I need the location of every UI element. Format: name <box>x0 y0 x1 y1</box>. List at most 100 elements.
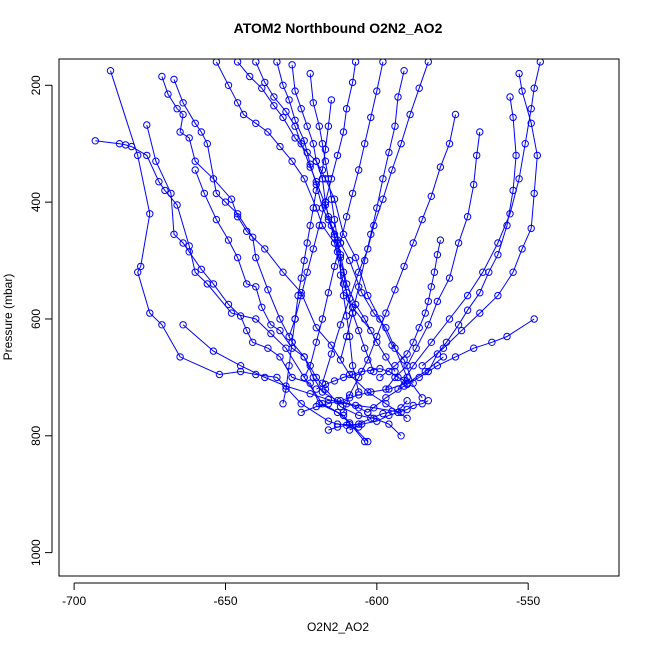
series-line <box>309 73 360 393</box>
data-point <box>288 61 296 69</box>
series-line <box>303 61 384 378</box>
data-point <box>249 338 257 346</box>
y-tick-label: 800 <box>29 425 43 445</box>
data-point <box>288 157 296 165</box>
series-15 <box>300 59 387 382</box>
data-point <box>285 96 293 104</box>
data-point <box>515 69 523 78</box>
data-point <box>227 195 236 203</box>
data-point <box>291 134 299 142</box>
data-point <box>403 380 411 389</box>
data-point <box>536 59 544 66</box>
data-point <box>463 291 472 300</box>
data-point <box>258 303 266 311</box>
data-point <box>176 353 184 361</box>
data-point <box>209 280 218 288</box>
data-point <box>300 175 308 183</box>
data-point <box>270 93 278 101</box>
data-point <box>373 87 381 95</box>
data-point <box>451 353 460 361</box>
data-point <box>282 107 290 116</box>
x-tick-label: -600 <box>365 594 389 608</box>
data-point <box>403 350 411 358</box>
data-point <box>430 268 439 276</box>
series-14 <box>285 59 360 341</box>
data-point <box>494 291 502 300</box>
data-point <box>397 404 405 412</box>
data-point <box>291 315 299 323</box>
data-point <box>418 362 426 370</box>
series-13 <box>279 96 336 408</box>
data-point <box>391 362 399 370</box>
data-point <box>342 421 351 429</box>
series-3 <box>143 121 372 446</box>
data-point <box>463 213 472 221</box>
data-point <box>236 367 245 376</box>
data-point <box>348 370 357 379</box>
data-point <box>345 394 354 402</box>
data-point <box>470 344 478 352</box>
data-point <box>397 140 405 148</box>
data-point <box>179 321 187 329</box>
data-point <box>318 315 327 323</box>
data-point <box>409 338 417 346</box>
data-point <box>355 373 363 382</box>
data-point <box>358 289 366 297</box>
data-point <box>161 186 169 195</box>
data-point <box>345 256 354 265</box>
y-tick-label: 200 <box>29 75 43 95</box>
data-point <box>427 283 435 291</box>
y-tick-label: 600 <box>29 309 43 329</box>
data-point <box>355 166 363 174</box>
data-point <box>421 309 429 317</box>
data-point <box>327 350 336 358</box>
data-point <box>454 239 463 247</box>
data-point <box>288 373 296 382</box>
data-point <box>252 283 260 291</box>
data-point <box>297 400 305 408</box>
data-point <box>200 189 209 198</box>
data-point <box>379 59 387 66</box>
data-point <box>321 145 330 154</box>
data-point <box>285 332 293 341</box>
data-point <box>212 59 221 66</box>
data-point <box>436 163 445 171</box>
data-point <box>312 373 320 382</box>
data-point <box>321 198 330 206</box>
data-point <box>339 128 348 136</box>
data-point <box>261 78 269 87</box>
data-point <box>388 407 396 415</box>
data-layer <box>91 59 544 446</box>
data-point <box>318 166 327 174</box>
series-line <box>237 61 414 384</box>
data-point <box>433 362 442 370</box>
series-line <box>385 131 481 390</box>
data-point <box>451 110 460 119</box>
data-point <box>512 151 520 160</box>
data-point <box>164 90 172 98</box>
data-point <box>367 388 375 396</box>
data-point <box>137 262 145 271</box>
y-tick-label: 1000 <box>29 539 43 566</box>
data-point <box>488 338 496 346</box>
data-point <box>312 157 320 165</box>
data-point <box>439 353 448 361</box>
data-point <box>203 140 212 148</box>
data-point <box>351 253 360 262</box>
plot-frame <box>58 58 620 577</box>
data-point <box>336 271 345 279</box>
data-point <box>224 81 233 90</box>
data-point <box>297 105 305 113</box>
data-point <box>273 59 281 66</box>
data-point <box>143 151 151 160</box>
data-point <box>246 72 254 81</box>
data-point <box>424 397 432 405</box>
data-point <box>243 280 251 288</box>
data-point <box>146 309 154 317</box>
y-tick-label: 400 <box>29 192 43 212</box>
data-point <box>233 99 242 107</box>
data-point <box>239 110 248 119</box>
series-line <box>343 114 456 413</box>
series-11 <box>288 61 378 376</box>
